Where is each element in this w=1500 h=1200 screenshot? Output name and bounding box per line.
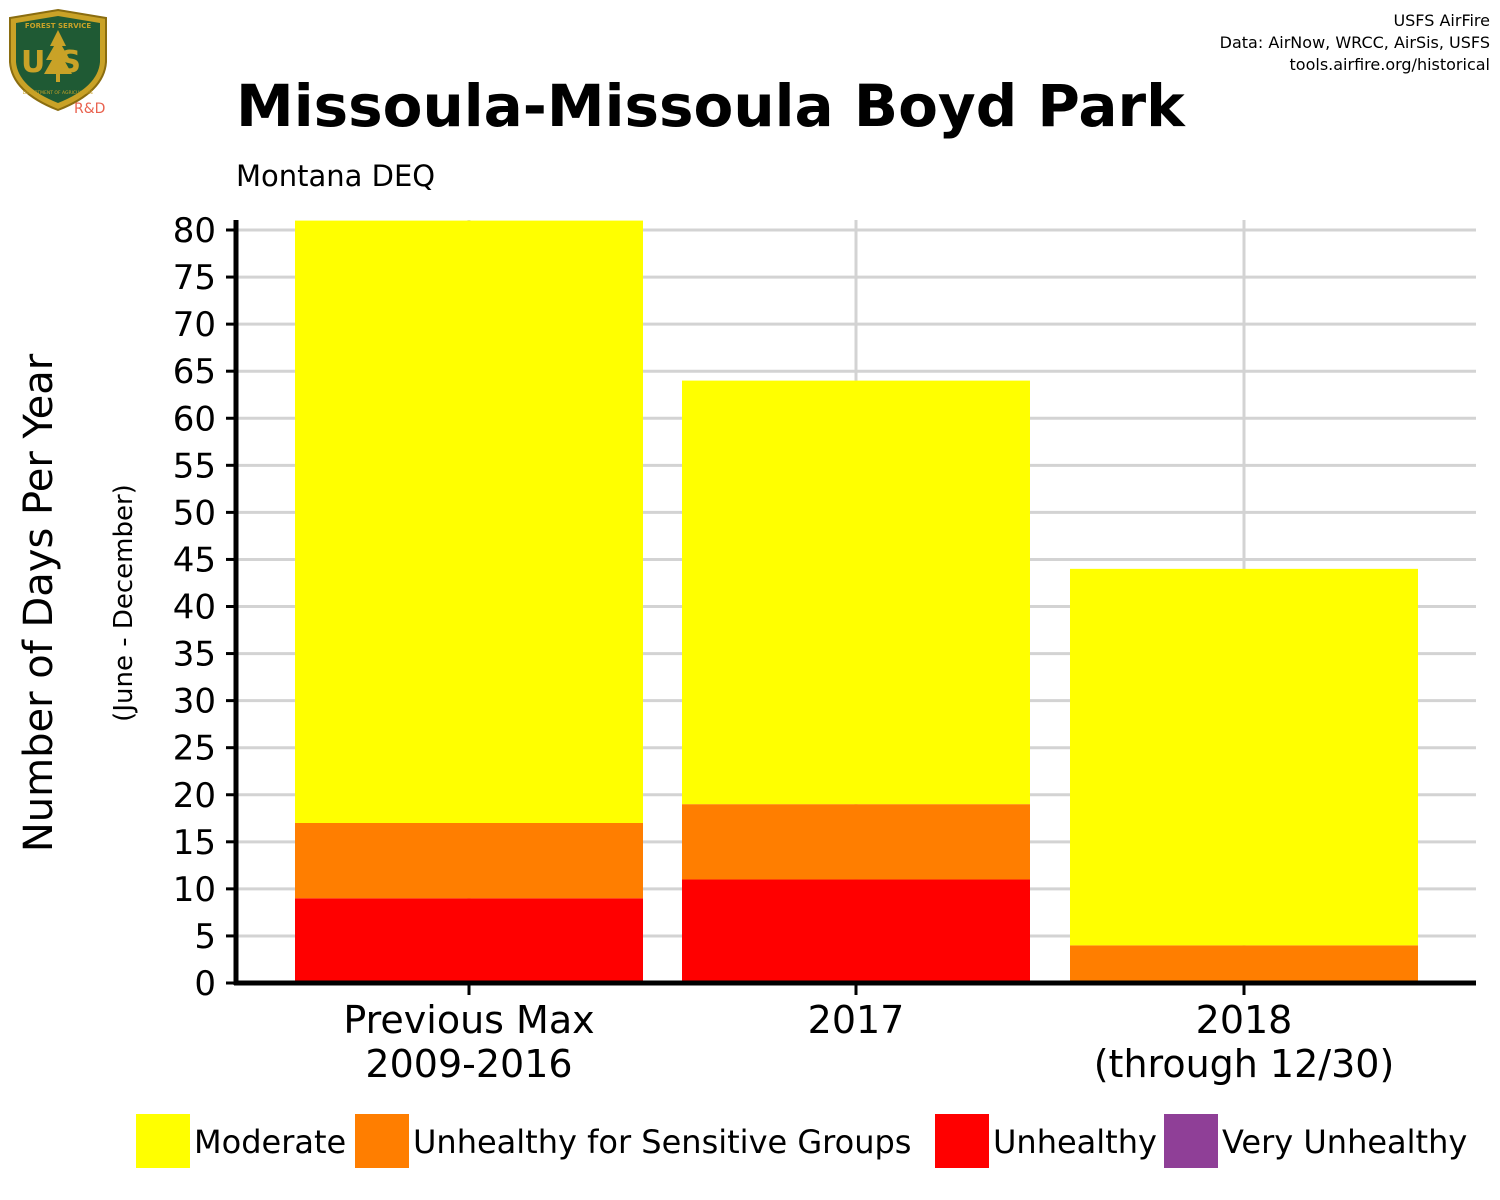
bar-unhealthy-for-sensitive-groups <box>295 822 643 899</box>
legend-swatch-very-unhealthy <box>1164 1114 1218 1168</box>
logo-sub: R&D <box>74 101 105 117</box>
y-tick-label: 15 <box>173 823 216 863</box>
axes <box>226 220 1476 995</box>
forest-service-logo: US FOREST SERVICE DEPARTMENT OF AGRICULT… <box>9 8 107 117</box>
y-tick-label: 75 <box>173 258 216 298</box>
x-tick-label: 2009-2016 <box>365 1042 572 1086</box>
bar-unhealthy-for-sensitive-groups <box>1070 945 1418 983</box>
y-axis-subtitle: (June - December) <box>109 484 139 722</box>
credit-line-3: tools.airfire.org/historical <box>1290 55 1490 74</box>
y-tick-label: 55 <box>173 446 216 486</box>
x-tick-label: 2017 <box>808 998 905 1042</box>
legend-label-unhealthy: Unhealthy <box>993 1123 1157 1161</box>
legend-label-unhealthy-for-sensitive-groups: Unhealthy for Sensitive Groups <box>413 1123 911 1161</box>
y-tick-label: 80 <box>173 211 216 251</box>
credit-line-1: USFS AirFire <box>1393 11 1490 30</box>
bar-unhealthy <box>682 879 1030 983</box>
bar-moderate <box>682 380 1030 805</box>
y-tick-label: 60 <box>173 399 216 439</box>
bar-moderate <box>1070 568 1418 946</box>
y-tick-label: 30 <box>173 682 216 722</box>
y-tick-label: 5 <box>194 917 216 957</box>
legend-label-moderate: Moderate <box>194 1123 346 1161</box>
x-tick-label: Previous Max <box>343 998 594 1042</box>
y-tick-label: 10 <box>173 870 216 910</box>
legend: Moderate Unhealthy for Sensitive Groups Un… <box>136 1114 1467 1168</box>
y-tick-label: 20 <box>173 776 216 816</box>
y-axis-title: Number of Days Per Year <box>16 353 62 852</box>
y-tick-label: 65 <box>173 352 216 392</box>
legend-swatch-unhealthy <box>935 1114 989 1168</box>
legend-swatch-moderate <box>136 1114 190 1168</box>
logo-text: US <box>21 45 95 80</box>
tick-labels: 0 5 10 15 20 25 30 35 40 45 50 55 60 65 70 75 80 Previous… <box>173 211 1395 1086</box>
bars <box>295 220 1418 983</box>
y-tick-label: 25 <box>173 729 216 769</box>
x-tick-label: 2018 <box>1196 998 1293 1042</box>
x-tick-label: (through 12/30) <box>1094 1042 1395 1086</box>
logo-arc-bottom: DEPARTMENT OF AGRICULTURE <box>23 90 94 96</box>
chart-title: Missoula-Missoula Boyd Park <box>236 72 1186 140</box>
bar-moderate <box>295 220 643 823</box>
y-tick-label: 45 <box>173 540 216 580</box>
bar-unhealthy <box>295 898 643 983</box>
credit-line-2: Data: AirNow, WRCC, AirSis, USFS <box>1220 33 1490 52</box>
y-tick-label: 50 <box>173 493 216 533</box>
y-tick-label: 70 <box>173 305 216 345</box>
logo-arc-top: FOREST SERVICE <box>25 22 92 30</box>
chart-subtitle: Montana DEQ <box>236 159 435 193</box>
legend-label-very-unhealthy: Very Unhealthy <box>1222 1123 1467 1161</box>
y-tick-label: 0 <box>194 964 216 1004</box>
legend-swatch-unhealthy-for-sensitive-groups <box>355 1114 409 1168</box>
bar-unhealthy-for-sensitive-groups <box>682 804 1030 880</box>
y-tick-label: 40 <box>173 588 216 628</box>
y-tick-label: 35 <box>173 635 216 675</box>
